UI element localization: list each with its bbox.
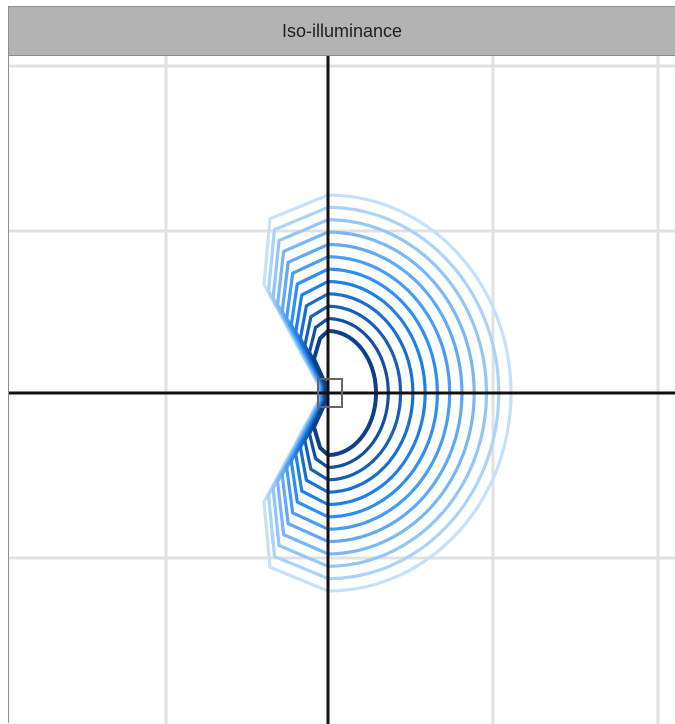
contour-line-9 xyxy=(271,218,489,568)
contour-line-5 xyxy=(289,267,439,519)
contour-set xyxy=(262,193,513,593)
contour-line-8 xyxy=(276,230,476,556)
iso-illuminance-plot xyxy=(9,56,675,724)
contour-line-3 xyxy=(298,292,415,494)
plot-canvas xyxy=(9,56,675,724)
contour-line-7 xyxy=(280,242,464,544)
iso-illuminance-panel: Iso-illuminance xyxy=(8,6,675,724)
panel-title: Iso-illuminance xyxy=(281,20,403,41)
contour-line-2 xyxy=(303,304,403,482)
luminaire-marker xyxy=(317,378,343,408)
panel-header: Iso-illuminance xyxy=(9,7,675,56)
contour-line-4 xyxy=(294,279,427,507)
grid-lines xyxy=(9,56,675,724)
contour-line-0 xyxy=(312,329,378,457)
contour-line-11 xyxy=(262,193,513,593)
contour-line-10 xyxy=(266,205,501,581)
contour-line-6 xyxy=(285,255,452,531)
contour-line-1 xyxy=(307,317,390,469)
